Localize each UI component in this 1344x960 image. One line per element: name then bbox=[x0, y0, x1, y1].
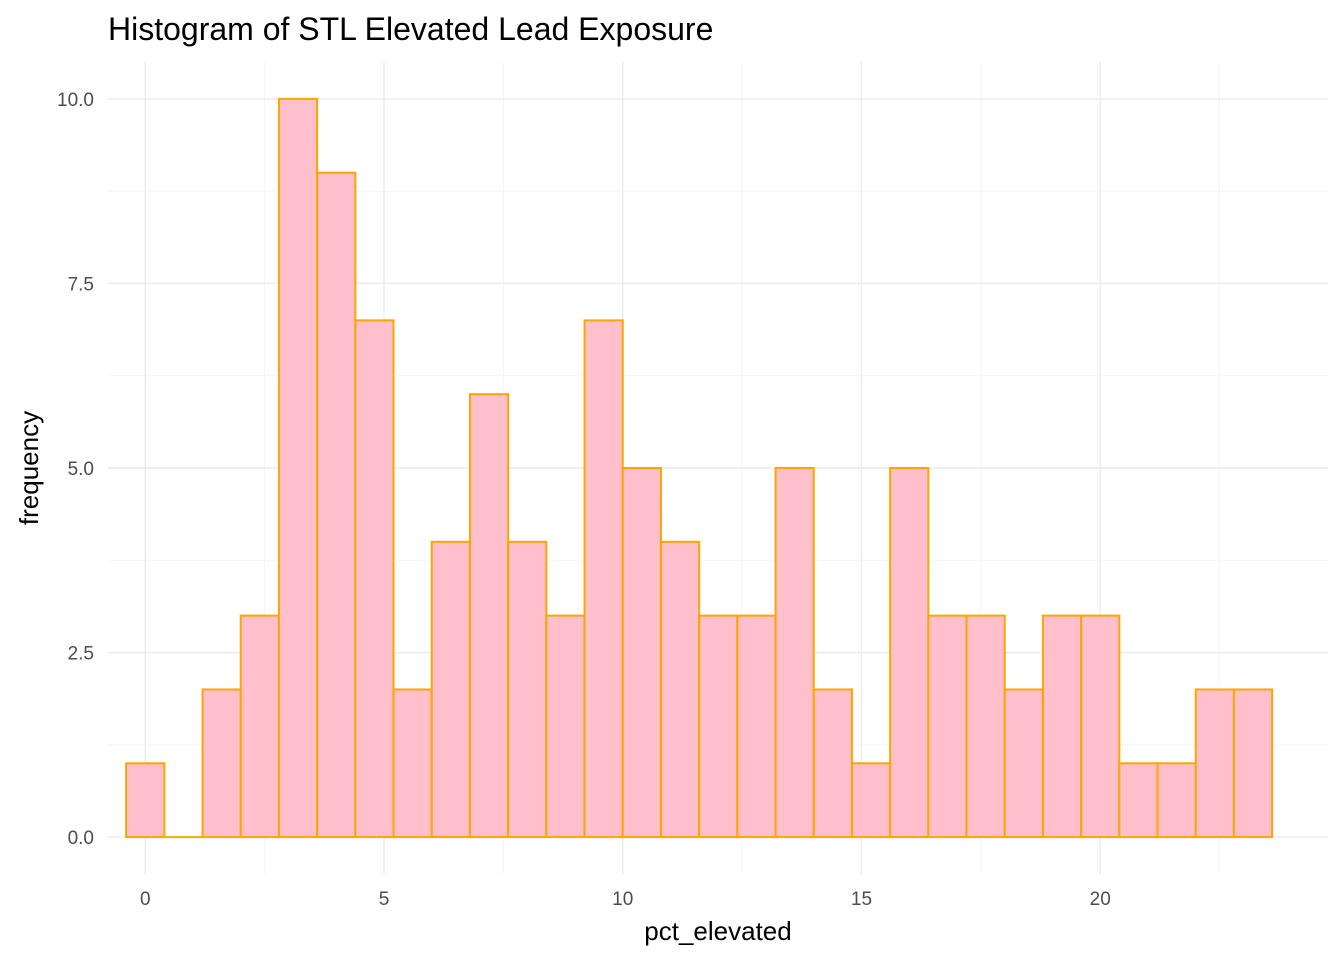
x-tick-label: 20 bbox=[1090, 889, 1111, 910]
histogram-bars bbox=[125, 97, 1274, 839]
histogram-bar bbox=[468, 393, 510, 839]
histogram-bar bbox=[430, 540, 471, 839]
x-tick-label: 0 bbox=[140, 889, 151, 910]
histogram-bar bbox=[1194, 688, 1235, 839]
histogram-bar bbox=[583, 319, 624, 839]
histogram-bar bbox=[392, 688, 433, 839]
y-tick-label: 0.0 bbox=[68, 828, 94, 849]
histogram-bar bbox=[239, 614, 280, 839]
histogram-bar bbox=[201, 688, 242, 839]
x-tick-label: 10 bbox=[612, 889, 633, 910]
y-tick-label: 5.0 bbox=[68, 459, 94, 480]
histogram-bar bbox=[698, 614, 739, 839]
x-axis-ticks: 0 5 10 15 20 bbox=[140, 889, 1111, 910]
histogram-bar bbox=[1118, 762, 1159, 839]
histogram-bar bbox=[1003, 688, 1044, 839]
x-tick-label: 5 bbox=[379, 889, 390, 910]
histogram-bar bbox=[927, 614, 968, 839]
chart-title: Histogram of STL Elevated Lead Exposure bbox=[108, 11, 713, 47]
histogram-bar bbox=[125, 762, 166, 839]
histogram-bar bbox=[354, 319, 395, 839]
y-tick-label: 10.0 bbox=[57, 90, 94, 111]
y-tick-label: 7.5 bbox=[68, 274, 94, 295]
histogram-bar bbox=[1041, 614, 1083, 839]
histogram-bar bbox=[277, 97, 319, 839]
histogram-bar bbox=[965, 614, 1006, 839]
histogram-bar bbox=[1232, 688, 1274, 839]
x-tick-label: 15 bbox=[851, 889, 872, 910]
histogram-bar bbox=[621, 467, 662, 839]
y-axis-ticks: 0.0 2.5 5.0 7.5 10.0 bbox=[57, 90, 94, 849]
histogram-bar bbox=[850, 762, 892, 839]
histogram-bar bbox=[1080, 614, 1121, 839]
histogram-bar bbox=[659, 540, 701, 839]
histogram-bar bbox=[316, 171, 357, 839]
histogram-bar bbox=[889, 467, 930, 839]
x-axis-title: pct_elevated bbox=[644, 916, 791, 946]
histogram-bar bbox=[812, 688, 853, 839]
y-tick-label: 2.5 bbox=[68, 644, 94, 665]
histogram-bar bbox=[736, 614, 777, 839]
histogram-bar bbox=[545, 614, 586, 839]
histogram-bar bbox=[507, 540, 548, 839]
histogram-bar bbox=[1156, 762, 1197, 839]
histogram-bar bbox=[774, 467, 815, 839]
y-axis-title: frequency bbox=[14, 411, 44, 525]
